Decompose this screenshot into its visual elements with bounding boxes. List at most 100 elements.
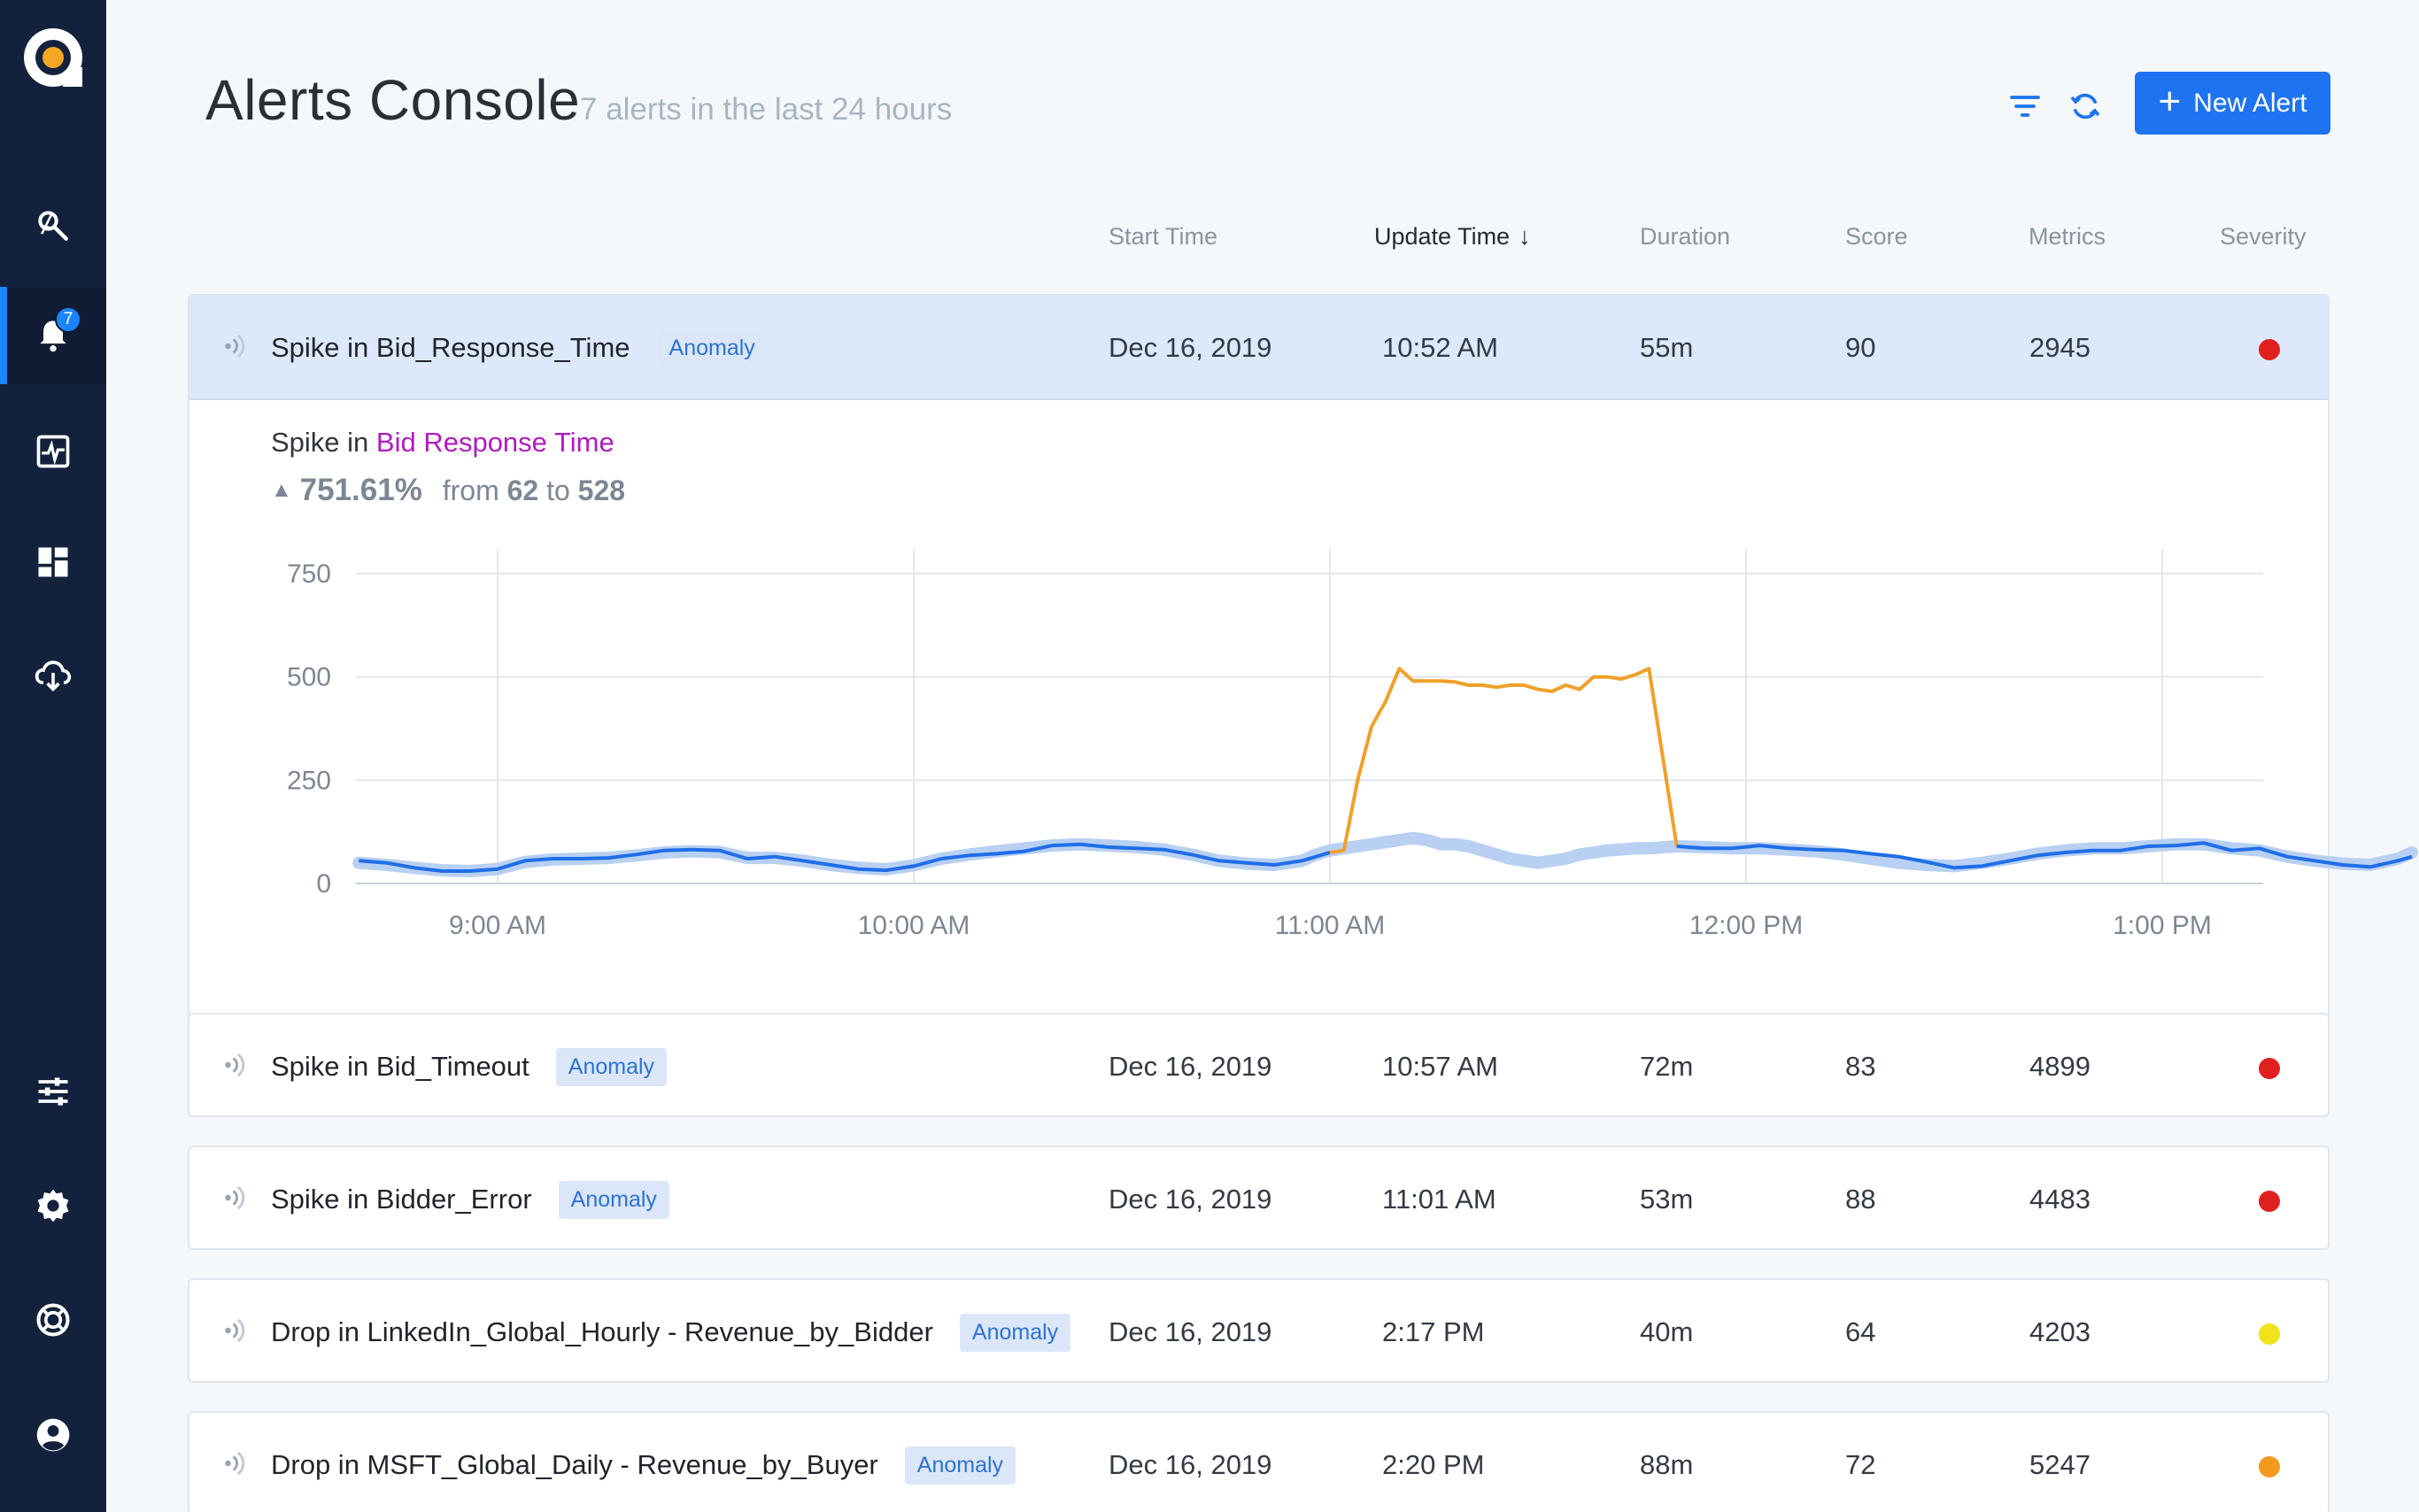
duration-cell: 53m [1640,1184,1694,1215]
col-update-time-label: Update Time [1374,223,1511,250]
metrics-cell: 2945 [2029,332,2091,363]
score-cell: 90 [1845,332,1876,363]
severity-dot [2259,1058,2280,1079]
page-title: Alerts Console [205,68,581,132]
start-cell: Dec 16, 2019 [1109,1449,1272,1480]
filter-button[interactable] [2004,85,2046,127]
help-ring-icon [36,1303,70,1337]
app-logo[interactable] [24,28,82,87]
alert-name: Drop in LinkedIn_Global_Hourly - Revenue… [271,1280,1071,1385]
type-badge: Anomaly [555,1047,668,1086]
severity-dot [2259,1191,2280,1212]
nav-dashboards[interactable] [0,513,106,611]
col-metrics[interactable]: Metrics [2029,223,2106,250]
sliders-icon [38,1077,68,1106]
duration-cell: 72m [1640,1051,1694,1082]
sidebar: 7 [0,0,106,1512]
signal-icon [225,1318,245,1343]
start-cell: Dec 16, 2019 [1109,1051,1272,1082]
logo-tail [63,67,82,87]
activity-icon [36,435,70,468]
alert-row[interactable]: Drop in LinkedIn_Global_Hourly - Revenue… [188,1278,2330,1383]
alerts-count-badge: 7 [55,306,81,333]
alert-row[interactable]: Drop in MSFT_Global_Daily - Revenue_by_B… [188,1411,2330,1512]
nav-settings[interactable] [0,1157,106,1254]
alert-row[interactable]: Spike in Bid_Timeout Anomaly Dec 16, 2019… [188,1013,2330,1117]
page-subtitle: 7 alerts in the last 24 hours [580,92,953,127]
update-cell: 2:20 PM [1382,1449,1485,1480]
alert-name-text: Drop in MSFT_Global_Daily - Revenue_by_B… [271,1449,878,1480]
detail-change: ▲ 751.61% from 62 to 528 [271,473,625,508]
type-badge: Anomaly [904,1446,1016,1485]
type-badge: Anomaly [558,1180,669,1219]
score-cell: 72 [1845,1449,1876,1480]
score-cell: 64 [1845,1316,1876,1347]
nav-profile[interactable] [0,1386,106,1484]
alert-row[interactable]: Spike in Bidder_Error Anomaly Dec 16, 201… [188,1146,2330,1250]
detail-title: Spike in Bid Response Time [271,427,614,459]
update-cell: 10:57 AM [1382,1051,1498,1082]
score-cell: 83 [1845,1051,1876,1082]
metrics-cell: 4899 [2029,1051,2091,1082]
alert-name-text: Spike in Bid_Timeout [271,1051,529,1082]
alert-name-text: Spike in Bidder_Error [271,1184,532,1215]
metrics-cell: 4203 [2029,1316,2091,1347]
change-percent: 751.61% [299,473,422,507]
severity-dot [2259,339,2280,360]
nav-explore[interactable] [0,177,106,274]
new-alert-button[interactable]: + New Alert [2135,72,2330,135]
explore-icon [38,211,68,241]
col-duration[interactable]: Duration [1640,223,1731,250]
from-value: 62 [506,474,539,506]
dashboard-icon [38,547,68,577]
update-cell: 10:52 AM [1382,332,1498,363]
cloud-upload-icon [35,660,72,692]
col-severity[interactable]: Severity [2220,223,2307,250]
gear-icon [37,1189,69,1223]
alert-name-text: Drop in LinkedIn_Global_Hourly - Revenue… [271,1316,933,1347]
type-badge: Anomaly [959,1313,1071,1352]
duration-cell: 55m [1640,332,1694,363]
alert-name: Spike in Bid_Timeout Anomaly [271,1014,668,1119]
col-score[interactable]: Score [1845,223,1908,250]
col-start-time[interactable]: Start Time [1109,223,1218,250]
sort-down-icon: ↓ [1519,223,1531,250]
nav-alerts[interactable]: 7 [0,287,106,384]
col-update-time[interactable]: Update Time ↓ [1374,223,1531,251]
signal-icon [225,1053,245,1077]
filter-icon [2010,96,2040,117]
signal-icon [225,1185,245,1210]
up-triangle-icon: ▲ [271,478,292,502]
signal-icon [225,334,245,359]
detail-prefix: Spike in [271,427,376,458]
alert-row-header[interactable]: Spike in Bid_Response_Time Anomaly Dec 16… [189,296,2328,400]
start-cell: Dec 16, 2019 [1109,1316,1272,1347]
score-cell: 88 [1845,1184,1876,1215]
update-cell: 2:17 PM [1382,1316,1485,1347]
type-badge: Anomaly [656,328,768,367]
severity-dot [2259,1456,2280,1477]
nav-activity[interactable] [0,403,106,500]
new-alert-label: New Alert [2193,88,2307,118]
signal-icon [225,1451,245,1476]
nav-cloud[interactable] [0,626,106,723]
alert-row-expanded[interactable]: Spike in Bid_Response_Time Anomaly Dec 16… [188,294,2330,1091]
detail-metric-link[interactable]: Bid Response Time [375,427,614,458]
update-cell: 11:01 AM [1382,1184,1496,1215]
start-cell: Dec 16, 2019 [1109,1184,1272,1215]
user-icon [36,1418,70,1452]
duration-cell: 88m [1640,1449,1694,1480]
nav-help[interactable] [0,1271,106,1369]
logo-dot [43,47,64,68]
alert-name: Drop in MSFT_Global_Daily - Revenue_by_B… [271,1413,1016,1512]
severity-dot [2259,1323,2280,1345]
alert-name-text: Spike in Bid_Response_Time [271,332,630,363]
duration-cell: 40m [1640,1316,1694,1347]
refresh-button[interactable] [2064,85,2106,127]
to-value: 528 [577,474,626,506]
from-label: from [442,474,499,506]
nav-settings-sliders[interactable] [0,1043,106,1140]
to-label: to [546,474,570,506]
refresh-icon [2070,93,2100,120]
alert-name: Spike in Bidder_Error Anomaly [271,1147,669,1252]
